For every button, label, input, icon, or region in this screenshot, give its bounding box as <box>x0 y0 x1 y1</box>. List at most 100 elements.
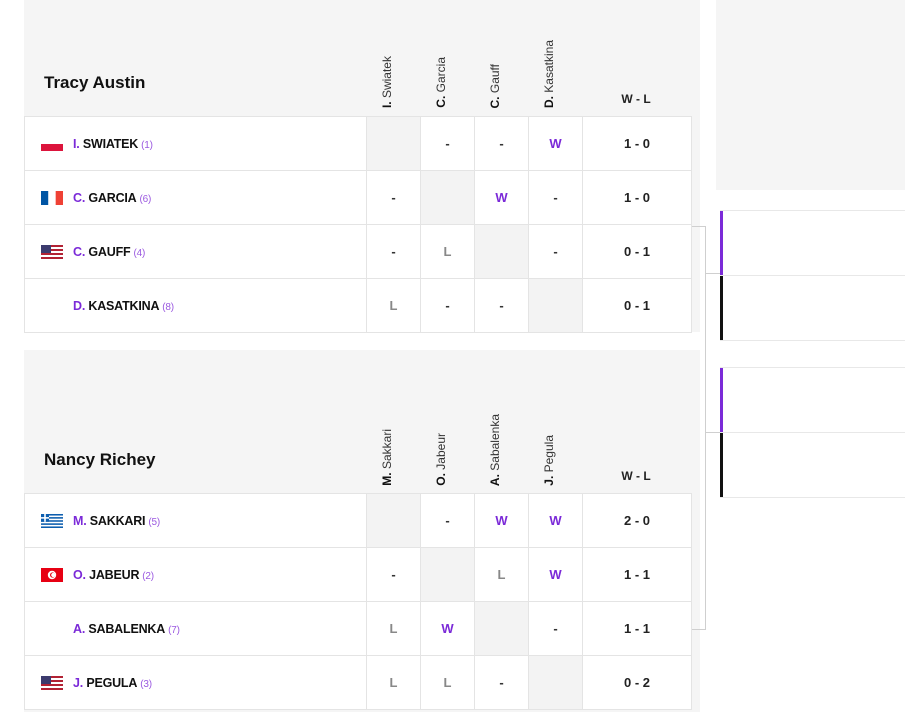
column-header-sakkari: M. Sakkari <box>380 429 394 486</box>
us-flag-icon <box>41 675 63 690</box>
table-row[interactable]: C. GAUFF (4) - L - 0 - 1 <box>25 225 691 279</box>
result-cell: L <box>420 656 474 709</box>
group-title: Tracy Austin <box>44 73 146 92</box>
seed: (1) <box>141 139 153 151</box>
player-name[interactable]: M. SAKKARI (5) <box>73 513 160 528</box>
semifinal-slot[interactable] <box>720 367 905 433</box>
result-cell <box>366 494 420 547</box>
result-cell: - <box>420 117 474 170</box>
result-cell: - <box>366 225 420 278</box>
tn-flag-icon <box>41 567 63 582</box>
table-row[interactable]: M. SAKKARI (5) - W W 2 - 0 <box>25 494 691 548</box>
result-cell <box>528 656 582 709</box>
bracket-header-area <box>716 0 905 190</box>
result-cell <box>474 602 528 655</box>
result-cell: W <box>528 494 582 547</box>
record: 0 - 1 <box>582 225 691 278</box>
semifinal-slot[interactable] <box>720 210 905 276</box>
player-name[interactable]: I. SWIATEK (1) <box>73 136 153 151</box>
player-name[interactable]: O. JABEUR (2) <box>73 567 154 582</box>
semifinal-slot[interactable] <box>720 432 905 498</box>
player-cell[interactable]: I. SWIATEK (1) <box>25 117 365 170</box>
seed: (5) <box>148 516 160 528</box>
result-cell: - <box>474 117 528 170</box>
group-panel-nancy-richey: Nancy Richey M. Sakkari O. Jabeur A. Sab… <box>24 350 700 712</box>
table-row[interactable]: J. PEGULA (3) L L - 0 - 2 <box>25 656 691 709</box>
winner-bar <box>720 211 723 275</box>
table-row[interactable]: O. JABEUR (2) - L W 1 - 1 <box>25 548 691 602</box>
record: 1 - 0 <box>582 117 691 170</box>
wl-header: W - L <box>621 92 651 106</box>
semifinal-slot[interactable] <box>720 275 905 341</box>
result-cell: - <box>528 602 582 655</box>
standings-table: M. SAKKARI (5) - W W 2 - 0 O. JABEUR (2) -… <box>24 493 692 710</box>
player-cell[interactable]: C. GAUFF (4) <box>25 225 365 278</box>
result-cell: L <box>366 602 420 655</box>
seed: (7) <box>168 624 180 636</box>
player-cell[interactable]: M. SAKKARI (5) <box>25 494 365 547</box>
player-name[interactable]: J. PEGULA (3) <box>73 675 152 690</box>
result-cell <box>474 225 528 278</box>
group-title: Nancy Richey <box>44 450 156 469</box>
result-cell: - <box>474 279 528 332</box>
player-name[interactable]: C. GAUFF (4) <box>73 244 146 259</box>
player-cell[interactable]: A. SABALENKA (7) <box>25 602 365 655</box>
player-name[interactable]: C. GARCIA (6) <box>73 190 152 205</box>
pl-flag-icon <box>41 136 63 151</box>
column-header-jabeur: O. Jabeur <box>434 433 448 486</box>
result-cell: W <box>420 602 474 655</box>
result-cell: - <box>420 279 474 332</box>
loser-bar <box>720 276 723 340</box>
result-cell: W <box>528 117 582 170</box>
column-header-sabalenka: A. Sabalenka <box>488 413 502 486</box>
player-cell[interactable]: D. KASATKINA (8) <box>25 279 365 332</box>
result-cell: - <box>474 656 528 709</box>
result-cell: - <box>528 225 582 278</box>
column-header-swiatek: I. Swiatek <box>380 55 394 108</box>
wl-header: W - L <box>621 469 651 483</box>
result-cell: W <box>474 494 528 547</box>
result-cell: - <box>366 171 420 224</box>
result-cell <box>366 117 420 170</box>
gr-flag-icon <box>41 513 63 528</box>
column-header-gauff: C. Gauff <box>488 63 502 108</box>
result-cell: L <box>366 279 420 332</box>
seed: (6) <box>139 193 152 205</box>
result-cell <box>420 548 474 601</box>
result-cell: L <box>366 656 420 709</box>
player-cell[interactable]: O. JABEUR (2) <box>25 548 365 601</box>
seed: (4) <box>133 247 146 259</box>
player-cell[interactable]: C. GARCIA (6) <box>25 171 365 224</box>
result-cell: - <box>366 548 420 601</box>
table-row[interactable]: I. SWIATEK (1) - - W 1 - 0 <box>25 117 691 171</box>
bracket-connector <box>705 273 720 274</box>
result-cell <box>528 279 582 332</box>
group-panel-tracy-austin: Tracy Austin I. Swiatek C. Garcia C. Gau… <box>24 0 700 333</box>
seed: (8) <box>162 301 174 313</box>
table-row[interactable]: A. SABALENKA (7) L W - 1 - 1 <box>25 602 691 656</box>
player-cell[interactable]: J. PEGULA (3) <box>25 656 365 709</box>
record: 0 - 1 <box>582 279 691 332</box>
seed: (2) <box>142 570 154 582</box>
standings-table: I. SWIATEK (1) - - W 1 - 0 C. GARCIA (6) -… <box>24 116 692 333</box>
table-row[interactable]: C. GARCIA (6) - W - 1 - 0 <box>25 171 691 225</box>
bracket-connector <box>692 226 706 630</box>
player-name[interactable]: A. SABALENKA (7) <box>73 621 180 636</box>
result-cell: - <box>420 494 474 547</box>
player-name[interactable]: D. KASATKINA (8) <box>73 298 174 313</box>
record: 1 - 1 <box>582 602 691 655</box>
result-cell: W <box>528 548 582 601</box>
column-header-kasatkina: D. Kasatkina <box>542 39 556 108</box>
result-cell: L <box>474 548 528 601</box>
result-cell: - <box>528 171 582 224</box>
winner-bar <box>720 368 723 432</box>
column-header-pegula: J. Pegula <box>542 435 556 486</box>
bracket-connector <box>705 432 720 433</box>
result-cell <box>420 171 474 224</box>
result-cell: W <box>474 171 528 224</box>
table-row[interactable]: D. KASATKINA (8) L - - 0 - 1 <box>25 279 691 332</box>
column-header-garcia: C. Garcia <box>434 57 448 108</box>
us-flag-icon <box>41 244 63 259</box>
record: 1 - 0 <box>582 171 691 224</box>
fr-flag-icon <box>41 190 63 205</box>
